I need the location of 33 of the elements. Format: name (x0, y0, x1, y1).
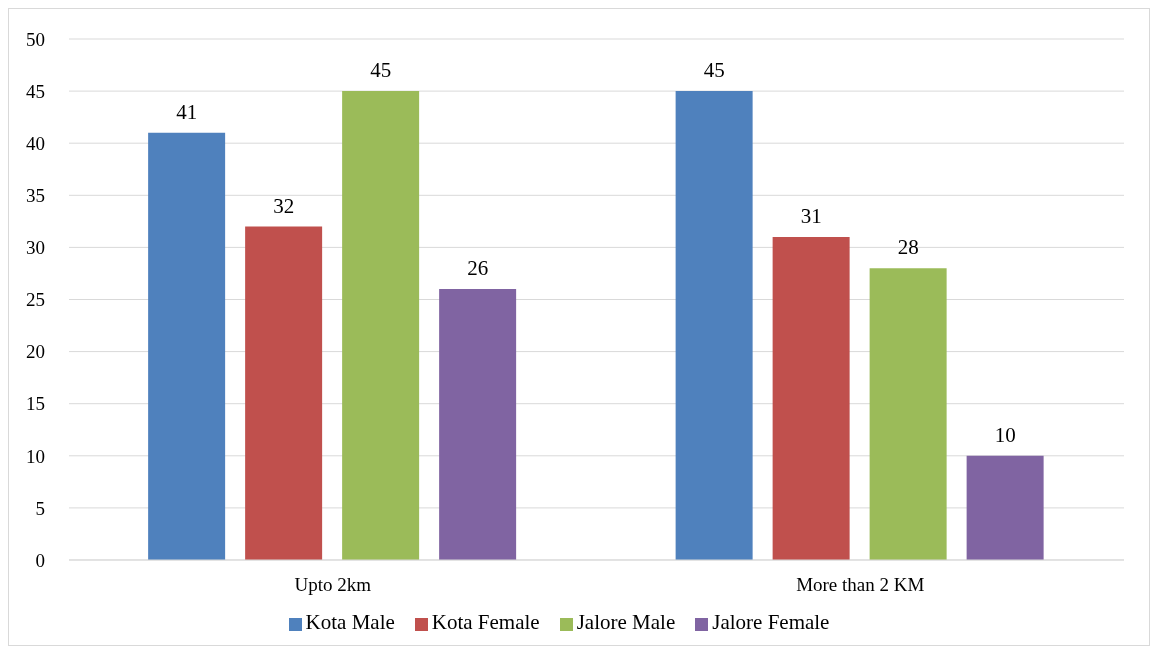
data-label: 45 (370, 58, 392, 83)
y-tick-label: 40 (26, 132, 45, 154)
x-tick-label: More than 2 KM (796, 574, 925, 596)
y-tick-label: 25 (26, 289, 45, 311)
data-label: 45 (703, 58, 725, 83)
x-tick-label: Upto 2km (294, 574, 372, 596)
y-tick-label: 45 (26, 80, 45, 102)
bar (966, 455, 1044, 560)
data-label: 32 (273, 193, 295, 218)
data-label: 41 (176, 99, 198, 124)
legend-label: Jalore Male (576, 610, 676, 634)
bar (869, 268, 947, 560)
data-label: 31 (800, 203, 822, 228)
data-label: 28 (897, 235, 919, 260)
y-tick-label: 20 (26, 341, 45, 363)
data-label: 26 (467, 256, 489, 281)
y-tick-label: 30 (26, 237, 45, 259)
data-label: 10 (994, 422, 1016, 447)
legend-label: Jalore Female (712, 610, 830, 634)
legend-label: Kota Female (431, 610, 540, 634)
bar (675, 91, 753, 560)
y-tick-label: 0 (35, 549, 45, 571)
y-tick-label: 15 (26, 393, 45, 415)
y-tick-label: 35 (26, 185, 45, 207)
legend-label: Kota Male (305, 610, 395, 634)
y-tick-label: 10 (26, 445, 45, 467)
bar (148, 132, 226, 560)
bar (439, 289, 517, 560)
y-tick-label: 50 (26, 28, 45, 50)
bar (772, 236, 850, 560)
bar (342, 91, 420, 560)
y-tick-label: 5 (35, 497, 45, 519)
bar (245, 226, 323, 560)
